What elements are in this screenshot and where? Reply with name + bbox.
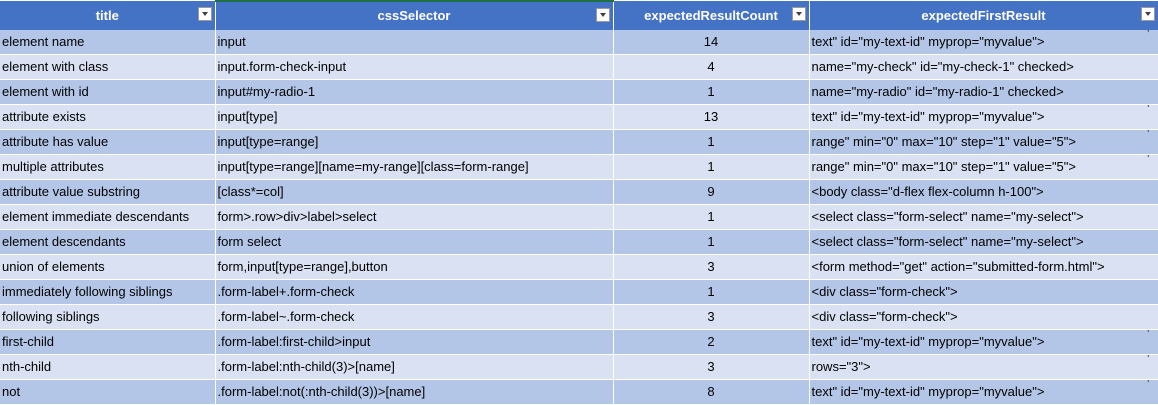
cell-css-selector[interactable]: .form-label+.form-check — [215, 279, 614, 305]
table-row[interactable]: element with id input#my-radio-1 1 name="my… — [0, 79, 1158, 105]
cell-css-selector[interactable]: input#my-radio-1 — [215, 79, 614, 105]
cell-css-selector[interactable]: .form-label:not(:nth-child(3))>[name] — [215, 379, 614, 405]
cell-expected-first-result[interactable]: text" id="my-text-id" myprop="myvalue"> — [809, 30, 1158, 55]
cell-expected-first-result[interactable]: <form method="get" action="submitted-for… — [809, 254, 1158, 280]
cell-title[interactable]: union of elements — [0, 254, 216, 280]
header-expected-first-result[interactable]: expectedFirstResult — [809, 1, 1158, 30]
cell-expected-count[interactable]: 2 — [613, 329, 810, 355]
table-row[interactable]: first-child .form-label:first-child>input… — [0, 329, 1158, 355]
cell-expected-first-result[interactable]: range" min="0" max="10" step="1" value="… — [809, 154, 1158, 180]
cell-expected-first-result[interactable]: <body class="d-flex flex-column h-100"> — [809, 179, 1158, 205]
cell-expected-count[interactable]: 3 — [613, 254, 810, 280]
header-css-selector[interactable]: cssSelector — [215, 0, 614, 30]
cell-title[interactable]: element descendants — [0, 229, 216, 255]
cell-css-selector[interactable]: .form-label:first-child>input — [215, 329, 614, 355]
cell-expected-first-result[interactable]: name="my-radio" id="my-radio-1" checked> — [809, 79, 1158, 105]
cell-expected-first-result[interactable]: <div class="form-check"> — [809, 304, 1158, 330]
table-row[interactable]: element with class input.form-check-input… — [0, 54, 1158, 80]
cell-title[interactable]: attribute value substring — [0, 179, 216, 205]
chevron-down-icon — [201, 12, 208, 16]
cell-expected-count[interactable]: 9 — [613, 179, 810, 205]
cell-expected-count[interactable]: 1 — [613, 154, 810, 180]
header-expected-result-count[interactable]: expectedResultCount — [613, 1, 810, 30]
chevron-down-icon — [795, 12, 802, 16]
cell-expected-count[interactable]: 1 — [613, 229, 810, 255]
cell-css-selector[interactable]: input[type] — [215, 104, 614, 130]
table-row[interactable]: following siblings .form-label~.form-chec… — [0, 304, 1158, 330]
cell-expected-count[interactable]: 1 — [613, 129, 810, 155]
cell-title[interactable]: element immediate descendants — [0, 204, 216, 230]
cell-css-selector[interactable]: input[type=range] — [215, 129, 614, 155]
cell-expected-count[interactable]: 4 — [613, 54, 810, 80]
cell-title[interactable]: following siblings — [0, 304, 216, 330]
cell-css-selector[interactable]: .form-label~.form-check — [215, 304, 614, 330]
cell-expected-first-result[interactable]: <select class="form-select" name="my-sel… — [809, 204, 1158, 230]
cell-expected-count[interactable]: 8 — [613, 379, 810, 405]
header-label: title — [95, 7, 119, 23]
cell-expected-count[interactable]: 3 — [613, 354, 810, 380]
cell-expected-count[interactable]: 3 — [613, 304, 810, 330]
header-label: expectedResultCount — [644, 7, 778, 23]
table-row[interactable]: union of elements form,input[type=range],… — [0, 254, 1158, 280]
header-label: expectedFirstResult — [921, 7, 1046, 23]
cell-expected-first-result[interactable]: text" id="my-text-id" myprop="myvalue"> — [809, 379, 1158, 405]
cell-css-selector[interactable]: form,input[type=range],button — [215, 254, 614, 280]
filter-dropdown-icon[interactable] — [595, 8, 610, 22]
table-row[interactable]: immediately following siblings .form-labe… — [0, 279, 1158, 305]
table-row[interactable]: attribute exists input[type] 13 text" id="m… — [0, 104, 1158, 130]
cell-css-selector[interactable]: input[type=range][name=my-range][class=f… — [215, 154, 614, 180]
table-row[interactable]: attribute value substring [class*=col] 9 <b… — [0, 179, 1158, 205]
cell-title[interactable]: element name — [0, 30, 216, 55]
cell-title[interactable]: element with class — [0, 54, 216, 80]
cell-expected-count[interactable]: 1 — [613, 204, 810, 230]
cell-title[interactable]: immediately following siblings — [0, 279, 216, 305]
cell-expected-count[interactable]: 1 — [613, 279, 810, 305]
cell-expected-first-result[interactable]: <select class="form-select" name="my-sel… — [809, 229, 1158, 255]
cell-css-selector[interactable]: [class*=col] — [215, 179, 614, 205]
cell-expected-first-result[interactable]: text" id="my-text-id" myprop="myvalue"> — [809, 329, 1158, 355]
table-row[interactable]: element name input 14 text" id="my-text-id"… — [0, 30, 1158, 55]
table-body: element name input 14 text" id="my-text-id"… — [0, 30, 1158, 405]
cell-expected-first-result[interactable]: rows="3"> — [809, 354, 1158, 380]
chevron-down-icon — [599, 13, 606, 17]
cell-css-selector[interactable]: input — [215, 30, 614, 55]
cell-expected-count[interactable]: 13 — [613, 104, 810, 130]
table-row[interactable]: element immediate descendants form>.row>d… — [0, 204, 1158, 230]
cell-expected-first-result[interactable]: name="my-check" id="my-check-1" checked> — [809, 54, 1158, 80]
cell-expected-first-result[interactable]: <div class="form-check"> — [809, 279, 1158, 305]
table-row[interactable]: element descendants form select 1 <select c… — [0, 229, 1158, 255]
filter-dropdown-icon[interactable] — [1140, 7, 1155, 21]
header-row: title cssSelector expectedResultCount ex… — [0, 0, 1158, 30]
cell-css-selector[interactable]: form select — [215, 229, 614, 255]
chevron-down-icon — [1144, 12, 1151, 16]
table-row[interactable]: not .form-label:not(:nth-child(3))>[name]… — [0, 379, 1158, 405]
header-label: cssSelector — [377, 8, 451, 23]
header-title[interactable]: title — [0, 1, 216, 30]
cell-title[interactable]: attribute exists — [0, 104, 216, 130]
table-row[interactable]: multiple attributes input[type=range][nam… — [0, 154, 1158, 180]
cell-css-selector[interactable]: form>.row>div>label>select — [215, 204, 614, 230]
cell-expected-count[interactable]: 14 — [613, 30, 810, 55]
filter-dropdown-icon[interactable] — [791, 7, 806, 21]
filter-dropdown-icon[interactable] — [197, 7, 212, 21]
cell-title[interactable]: attribute has value — [0, 129, 216, 155]
cell-css-selector[interactable]: input.form-check-input — [215, 54, 614, 80]
table-header: title cssSelector expectedResultCount ex… — [0, 0, 1158, 30]
cell-title[interactable]: multiple attributes — [0, 154, 216, 180]
table-row[interactable]: nth-child .form-label:nth-child(3)>[name]… — [0, 354, 1158, 380]
cell-title[interactable]: not — [0, 379, 216, 405]
table-row[interactable]: attribute has value input[type=range] 1 ran… — [0, 129, 1158, 155]
cell-title[interactable]: first-child — [0, 329, 216, 355]
cell-css-selector[interactable]: .form-label:nth-child(3)>[name] — [215, 354, 614, 380]
cell-expected-count[interactable]: 1 — [613, 79, 810, 105]
cell-title[interactable]: nth-child — [0, 354, 216, 380]
cell-expected-first-result[interactable]: text" id="my-text-id" myprop="myvalue"> — [809, 104, 1158, 130]
cell-expected-first-result[interactable]: range" min="0" max="10" step="1" value="… — [809, 129, 1158, 155]
cell-title[interactable]: element with id — [0, 79, 216, 105]
